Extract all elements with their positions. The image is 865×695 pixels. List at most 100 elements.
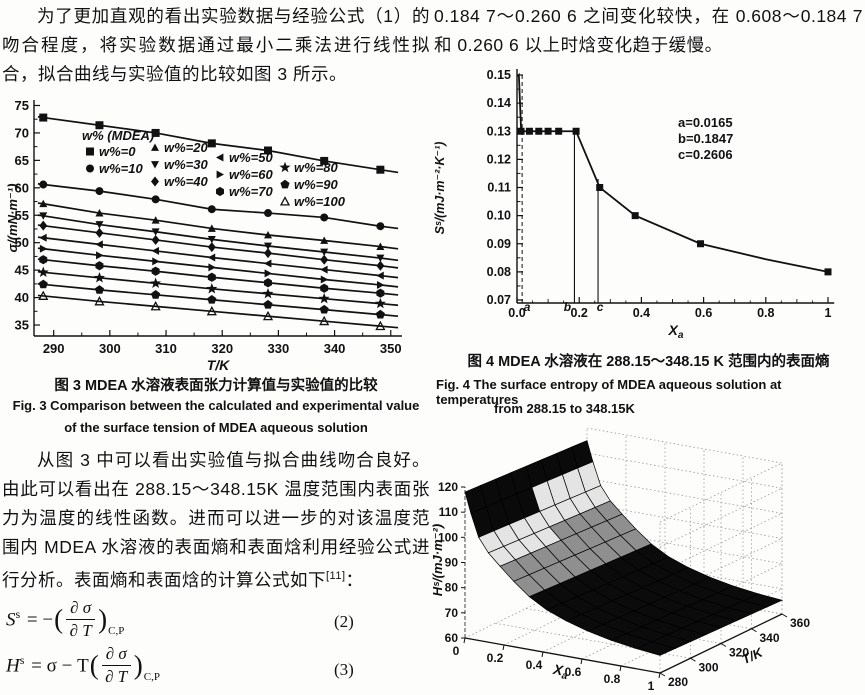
svg-text:70: 70 (15, 125, 29, 140)
eq2-subscript: C,P (108, 625, 125, 638)
svg-text:0.8: 0.8 (604, 672, 621, 686)
svg-text:320: 320 (211, 341, 233, 356)
svg-text:0.0: 0.0 (508, 306, 525, 320)
svg-text:40: 40 (15, 290, 29, 305)
svg-text:330: 330 (268, 341, 290, 356)
figure4-caption-en-line2: from 288.15 to 348.15K (494, 401, 635, 416)
svg-text:290: 290 (43, 341, 65, 356)
svg-text:120: 120 (438, 480, 458, 494)
figure4-surface-entropy-chart: 0.07 0.08 0.09 0.10 0.11 0.12 0.13 0.14 0.15 0.0 0… (432, 58, 865, 350)
svg-text:Sˢ/(mJ·m⁻²·K⁻¹): Sˢ/(mJ·m⁻²·K⁻¹) (433, 142, 447, 235)
svg-text:75: 75 (15, 98, 29, 113)
eq2-open-paren: ( (54, 603, 64, 634)
svg-text:60: 60 (15, 180, 29, 195)
svg-text:Hˢ/(mJ·m⁻²): Hˢ/(mJ·m⁻²) (432, 524, 445, 596)
svg-text:340: 340 (759, 631, 779, 645)
svg-text:0.6: 0.6 (565, 665, 582, 679)
svg-text:b: b (564, 300, 571, 314)
svg-text:w%=70: w%=70 (229, 184, 273, 199)
svg-text:w%=30: w%=30 (164, 157, 208, 172)
svg-text:b=0.1847: b=0.1847 (678, 131, 733, 146)
eq3-close-paren: ) (133, 649, 143, 680)
svg-text:65: 65 (15, 153, 29, 168)
right-column: 0.184 7～0.260 6 之间变化较快，在 0.608～0.184 7 和… (430, 0, 865, 695)
paragraph-discussion-colon: ： (345, 569, 364, 590)
svg-text:340: 340 (324, 341, 346, 356)
paragraph-discussion-text: 从图 3 中可以看出实验值与拟合曲线吻合良好。由此可以看出在 288.15～34… (2, 450, 430, 590)
eq2-fraction: ∂ σ ∂ T (66, 598, 96, 640)
svg-text:80: 80 (445, 581, 459, 595)
figure4-caption-en-line1: Fig. 4 The surface entropy of MDEA aqueo… (436, 377, 782, 407)
figure5-surface-enthalpy-3d-chart: 60 70 80 90 100 110 120 0 0.2 0.4 0.6 0.8 1 280 300 320… (430, 427, 865, 695)
svg-text:0.15: 0.15 (487, 68, 511, 82)
eq2-close-paren: ) (98, 603, 108, 634)
figure3-caption-zh: 图 3 MDEA 水溶液表面张力计算值与实验值的比较 (54, 378, 378, 394)
eq2-lhs: Ss = − (6, 606, 54, 631)
paragraph-intro: 为了更加直观的看出实验数据与经验公式（1）的吻合程度，将实验数据通过最小二乘法进… (2, 6, 430, 84)
svg-text:w%=100: w%=100 (294, 194, 346, 209)
svg-text:Xa: Xa (668, 322, 684, 341)
svg-text:c=0.2606: c=0.2606 (678, 147, 733, 162)
left-column: 为了更加直观的看出实验数据与经验公式（1）的吻合程度，将实验数据通过最小二乘法进… (0, 0, 432, 695)
svg-text:Xa: Xa (551, 661, 570, 683)
figure3-caption-en-line1: Fig. 3 Comparison between the calculated… (12, 398, 420, 413)
svg-text:a=0.0165: a=0.0165 (678, 115, 733, 130)
figure3-caption-en-line2: of the surface tension of MDEA aqueous s… (64, 420, 368, 435)
svg-text:280: 280 (668, 675, 688, 689)
svg-text:w%=60: w%=60 (229, 167, 273, 182)
paragraph-enthalpy-change: 0.184 7～0.260 6 之间变化较快，在 0.608～0.184 7 和… (434, 6, 863, 55)
svg-text:w%=50: w%=50 (229, 150, 273, 165)
svg-text:310: 310 (155, 341, 177, 356)
svg-text:0: 0 (453, 644, 460, 658)
svg-text:c: c (597, 300, 604, 314)
figure3-surface-tension-chart: 290 300 310 320 330 340 350 35 40 45 50 55 60 65 70 75 T… (5, 90, 428, 376)
svg-text:320: 320 (729, 646, 749, 660)
equation-3-number: (3) (334, 660, 354, 679)
svg-text:w% (MDEA): w% (MDEA) (82, 128, 154, 143)
svg-text:50: 50 (15, 235, 29, 250)
fig5-svg: 60 70 80 90 100 110 120 0 0.2 0.4 0.6 0.8 1 280 300 320… (430, 427, 810, 693)
svg-text:w%=80: w%=80 (294, 160, 338, 175)
svg-text:0.09: 0.09 (487, 237, 511, 251)
svg-text:0.10: 0.10 (487, 209, 511, 223)
svg-text:T/K: T/K (207, 357, 230, 373)
svg-text:110: 110 (439, 505, 459, 519)
svg-text:45: 45 (15, 263, 29, 278)
eq3-fraction: ∂ σ ∂ T (101, 644, 131, 686)
svg-text:350: 350 (380, 341, 402, 356)
svg-text:w%=10: w%=10 (99, 161, 143, 176)
eq3-subscript: C,P (143, 671, 160, 684)
svg-text:300: 300 (99, 341, 121, 356)
svg-text:w%=0: w%=0 (99, 144, 136, 159)
svg-text:0.6: 0.6 (695, 306, 712, 320)
paragraph-discussion: 从图 3 中可以看出实验值与拟合曲线吻合良好。由此可以看出在 288.15～34… (2, 446, 430, 595)
svg-text:0.07: 0.07 (487, 293, 511, 307)
svg-text:w%=90: w%=90 (294, 177, 338, 192)
equation-2-number: (2) (334, 612, 354, 631)
svg-text:0.8: 0.8 (757, 306, 774, 320)
svg-text:0.14: 0.14 (487, 96, 511, 110)
svg-text:0.08: 0.08 (487, 265, 511, 279)
svg-text:0.12: 0.12 (487, 152, 511, 166)
svg-text:0.2: 0.2 (571, 306, 588, 320)
svg-text:a: a (524, 300, 531, 314)
svg-text:0.2: 0.2 (487, 651, 504, 665)
svg-text:0.4: 0.4 (526, 658, 543, 672)
equation-surface-entropy: Ss = − ( ∂ σ ∂ T ) C,P (6, 598, 124, 640)
svg-text:90: 90 (445, 556, 459, 570)
svg-text:0.11: 0.11 (487, 181, 511, 195)
citation-ref: [11] (326, 570, 346, 582)
svg-text:0.4: 0.4 (633, 306, 650, 320)
svg-text:300: 300 (698, 660, 718, 674)
fig3-svg: 290 300 310 320 330 340 350 35 40 45 50 55 60 65 70 75 T… (5, 98, 402, 373)
svg-text:55: 55 (15, 208, 29, 223)
eq3-open-paren: ( (89, 649, 99, 680)
svg-text:360: 360 (790, 616, 810, 630)
equation-surface-enthalpy: Hs = σ − T ( ∂ σ ∂ T ) C,P (6, 644, 160, 686)
svg-text:w%=40: w%=40 (164, 174, 208, 189)
fig4-svg: 0.07 0.08 0.09 0.10 0.11 0.12 0.13 0.14 0.15 0.0 0… (433, 68, 835, 341)
svg-text:0.13: 0.13 (487, 124, 511, 138)
svg-text:70: 70 (445, 606, 459, 620)
svg-text:σ/(mN·m⁻¹): σ/(mN·m⁻¹) (6, 184, 20, 253)
